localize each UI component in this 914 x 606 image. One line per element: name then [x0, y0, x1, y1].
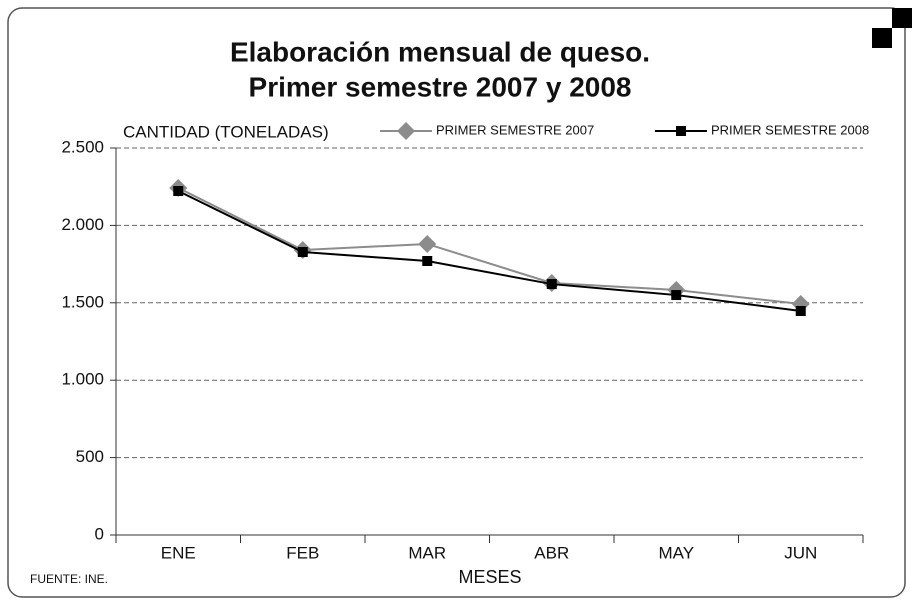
marker	[546, 279, 557, 290]
x-tick-label: ENE	[161, 543, 196, 562]
x-tick-label: MAR	[408, 543, 446, 562]
series-line	[177, 187, 801, 306]
series-line	[177, 190, 801, 312]
y-tick-label: 0	[95, 524, 104, 543]
marker	[418, 234, 437, 253]
y-tick-label: 1.000	[61, 370, 104, 389]
legend-marker	[676, 126, 686, 136]
marker	[422, 256, 433, 267]
y-tick-label: 500	[76, 447, 104, 466]
decoration	[892, 8, 912, 28]
source: FUENTE: INE.	[30, 572, 108, 586]
marker	[795, 306, 806, 317]
y-tick-label: 2.000	[61, 215, 104, 234]
marker	[297, 247, 308, 258]
x-tick-label: MAY	[658, 543, 694, 562]
legend-marker	[397, 122, 415, 140]
decoration	[872, 28, 892, 48]
chart-title: Elaboración mensual de queso.	[230, 36, 650, 67]
y-tick-label: 2.500	[61, 137, 104, 156]
x-tick-label: JUN	[784, 543, 817, 562]
legend-label: PRIMER SEMESTRE 2008	[711, 122, 869, 137]
marker	[173, 186, 184, 197]
legend-label: PRIMER SEMESTRE 2007	[436, 122, 594, 137]
x-tick-label: FEB	[286, 543, 319, 562]
x-axis-label: MESES	[458, 567, 521, 587]
x-tick-label: ABR	[534, 543, 569, 562]
y-axis-label: CANTIDAD (TONELADAS)	[123, 122, 329, 141]
chart-title: Primer semestre 2007 y 2008	[249, 71, 632, 102]
marker	[671, 290, 682, 301]
y-tick-label: 1.500	[61, 292, 104, 311]
